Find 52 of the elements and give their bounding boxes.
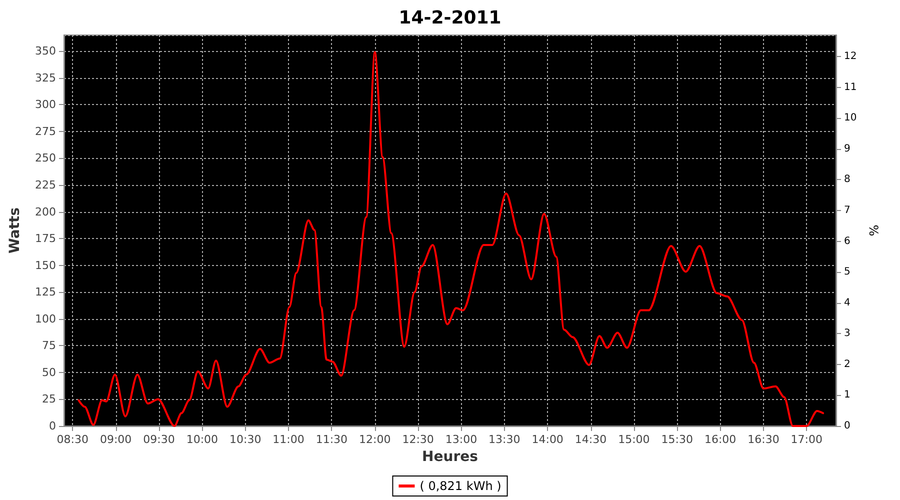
x-tick-label: 16:30	[748, 433, 780, 446]
y2-tick-label: 3	[844, 328, 850, 340]
x-tick-label: 16:00	[704, 433, 736, 446]
x-tick-label: 13:00	[445, 433, 478, 446]
y-tick-label: 100	[35, 312, 56, 326]
x-tick-label: 13:30	[488, 433, 520, 446]
x-tick-label: 11:00	[272, 433, 304, 446]
x-tick-label: 09:00	[100, 433, 132, 446]
y-tick-label: 225	[35, 178, 56, 192]
y-tick-label: 0	[49, 420, 56, 432]
y-axis-title: Watts	[7, 207, 23, 254]
x-tick-label: 14:30	[574, 433, 607, 446]
x-tick-label: 12:30	[402, 433, 434, 446]
y2-tick-label: 9	[844, 143, 850, 154]
y2-axis-title: %	[866, 224, 881, 236]
chart-title: 14-2-2011	[398, 8, 502, 28]
x-axis-title: Heures	[422, 449, 478, 465]
y2-tick-label: 0	[844, 420, 850, 432]
y-tick-label: 150	[35, 258, 56, 272]
y-tick-label: 75	[42, 339, 56, 352]
x-tick-label: 10:00	[186, 433, 218, 446]
y2-tick-label: 12	[844, 51, 857, 62]
x-tick-label: 15:30	[661, 433, 693, 446]
y2-tick-label: 4	[844, 297, 850, 308]
y-tick-label: 200	[35, 205, 56, 218]
y2-tick-label: 7	[844, 204, 850, 216]
y2-tick-label: 11	[844, 82, 857, 93]
y-tick-label: 175	[35, 232, 56, 246]
y-tick-label: 250	[35, 152, 56, 165]
x-tick-label: 17:00	[790, 433, 822, 446]
y2-tick-label: 5	[844, 266, 850, 278]
y-tick-label: 275	[35, 124, 56, 138]
legend-label: ( 0,821 kWh )	[420, 479, 502, 493]
y-tick-label: 25	[42, 392, 56, 406]
x-tick-label: 15:00	[618, 433, 650, 446]
y-tick-label: 325	[35, 71, 56, 84]
x-tick-label: 11:30	[316, 433, 348, 446]
x-tick-label: 09:30	[143, 433, 175, 446]
y2-tick-label: 2	[844, 358, 850, 370]
y-tick-label: 125	[35, 286, 56, 299]
y2-tick-label: 1	[844, 390, 850, 401]
x-tick-label: 12:00	[359, 433, 391, 446]
y2-tick-label: 10	[844, 112, 857, 124]
x-tick-label: 08:30	[56, 433, 88, 446]
x-tick-label: 10:30	[229, 433, 262, 446]
line-series	[78, 51, 824, 427]
x-tick-label: 14:00	[532, 433, 564, 446]
y-tick-label: 50	[42, 366, 56, 379]
y-tick-label: 350	[35, 44, 56, 58]
y2-tick-label: 6	[844, 236, 850, 247]
y-tick-label: 300	[35, 98, 56, 112]
y2-tick-label: 8	[844, 174, 850, 186]
